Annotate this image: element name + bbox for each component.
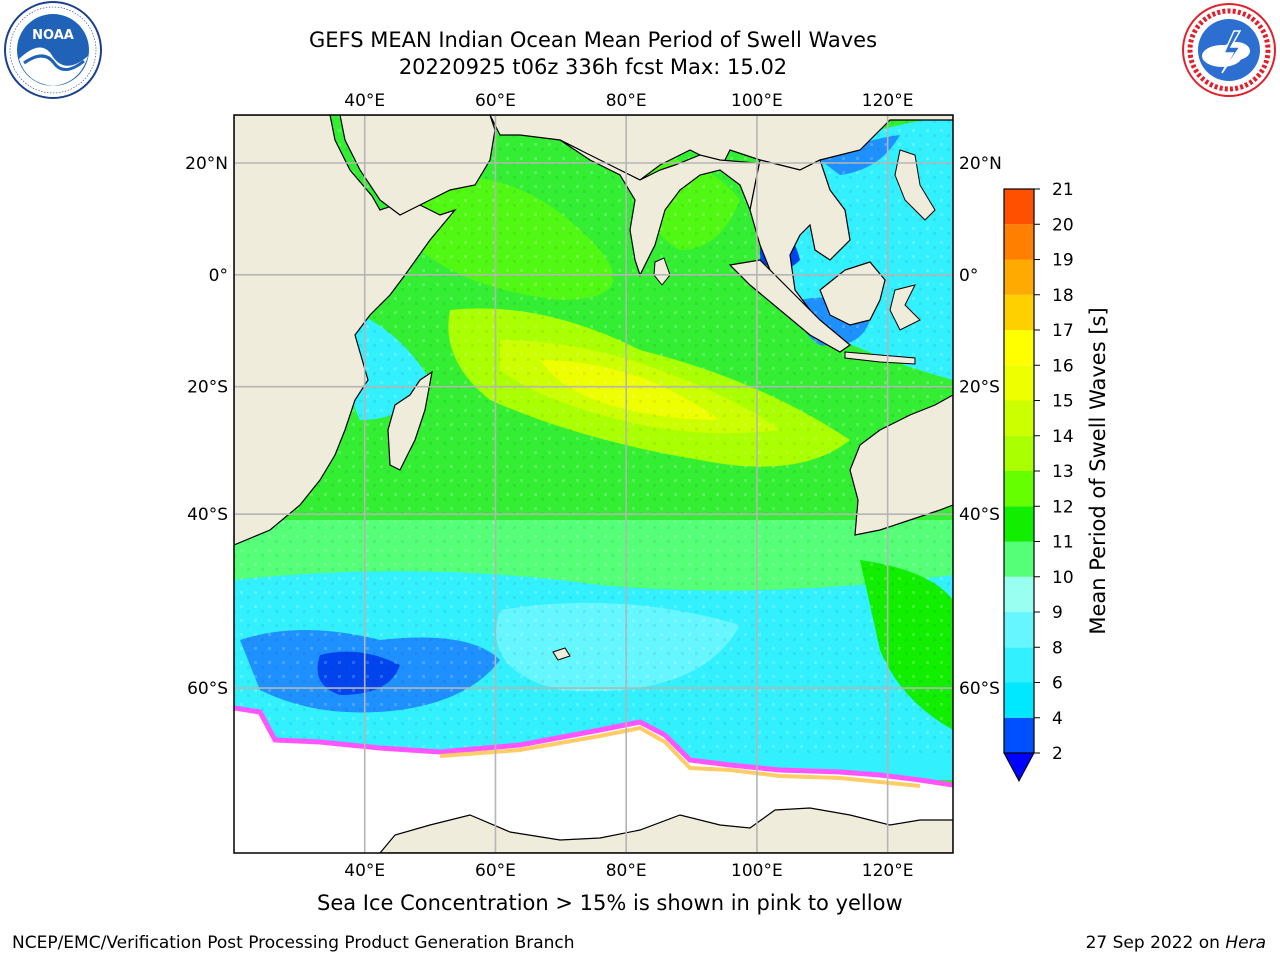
longitude-label: 100°E	[731, 861, 783, 881]
latitude-label: 20°N	[959, 154, 1002, 174]
colorbar-swatch	[1004, 435, 1034, 471]
colorbar-tick-label: 6	[1052, 674, 1063, 694]
colorbar-swatch	[1004, 717, 1034, 753]
colorbar-under-arrow	[1003, 752, 1035, 783]
longitude-labels-bottom: 40°E 60°E 80°E 100°E 120°E	[344, 861, 913, 881]
sri-lanka-land	[653, 257, 671, 286]
longitude-label: 100°E	[731, 91, 783, 111]
colorbar-swatch	[1004, 506, 1034, 542]
colorbar-tick-label: 16	[1052, 356, 1074, 376]
colorbar-swatch	[1004, 647, 1034, 683]
colorbar-tick-label: 14	[1052, 427, 1074, 447]
india-land	[559, 139, 781, 277]
colorbar-swatch	[1004, 224, 1034, 260]
colorbar-swatch	[1004, 576, 1034, 612]
longitude-label: 120°E	[862, 91, 914, 111]
latitude-label: 60°S	[187, 679, 228, 699]
plot-title-line2: 20220925 t06z 336h fcst Max: 15.02	[398, 55, 788, 79]
latitude-label: 20°S	[187, 378, 228, 398]
longitude-label: 40°E	[344, 861, 385, 881]
colorbar-swatch	[1004, 471, 1034, 507]
latitude-label: 20°S	[959, 378, 1000, 398]
colorbar-tick-label: 13	[1052, 462, 1074, 482]
colorbar-swatch	[1004, 330, 1034, 366]
borneo-land	[819, 261, 886, 326]
colorbar-tick-label: 18	[1052, 286, 1074, 306]
longitude-label: 80°E	[606, 861, 647, 881]
longitude-label: 80°E	[606, 91, 647, 111]
latitude-label: 0°	[959, 266, 978, 286]
java-land	[844, 351, 916, 365]
colorbar-tick-label: 2	[1052, 744, 1063, 764]
noaa-logo-text: NOAA	[32, 28, 74, 43]
colorbar-tick-label: 20	[1052, 215, 1074, 235]
madagascar-land	[387, 370, 433, 471]
colorbar-swatch	[1004, 541, 1034, 577]
philippines-land	[894, 149, 936, 221]
latitude-labels-left: 20°N 0° 20°S 40°S 60°S	[185, 154, 228, 699]
australia-land	[849, 394, 953, 536]
colorbar-tick-label: 4	[1052, 709, 1063, 729]
colorbar-tick-label: 10	[1052, 568, 1074, 588]
colorbar-tick-label: 9	[1052, 603, 1063, 623]
colorbar-swatch	[1004, 189, 1034, 225]
colorbar-tick-label: 11	[1052, 533, 1074, 553]
longitude-label: 40°E	[344, 91, 385, 111]
colorbar-swatch	[1004, 400, 1034, 436]
antarctica-land	[379, 807, 953, 853]
sea-ice-edge-pink	[234, 705, 953, 788]
colorbar-swatch	[1004, 294, 1034, 330]
colorbar-ticks: 2 4 6 8 9 10 11 12 13 14 15 16 17 18 19 20 21	[1034, 180, 1074, 764]
colorbar: 2 4 6 8 9 10 11 12 13 14 15 16 17 18 19 20 21	[1003, 180, 1074, 783]
longitude-label: 60°E	[475, 861, 516, 881]
sea-ice-edge-yellow	[439, 725, 921, 788]
latitude-label: 20°N	[185, 154, 228, 174]
noaa-logo: NOAA	[4, 1, 102, 99]
latitude-label: 60°S	[959, 679, 1000, 699]
footer-date: 27 Sep 2022 on Hera	[1086, 933, 1266, 953]
sulawesi-land	[889, 284, 921, 331]
colorbar-label: Mean Period of Swell Waves [s]	[1086, 307, 1110, 635]
colorbar-tick-label: 21	[1052, 180, 1074, 200]
colorbar-swatches	[1003, 188, 1035, 783]
footer-credit: NCEP/EMC/Verification Post Processing Pr…	[12, 933, 575, 953]
colorbar-swatch	[1004, 365, 1034, 401]
longitude-labels-top: 40°E 60°E 80°E 100°E 120°E	[344, 91, 913, 111]
latitude-label: 40°S	[187, 505, 228, 525]
latitude-label: 40°S	[959, 505, 1000, 525]
colorbar-swatch	[1004, 612, 1034, 648]
plot-title-line1: GEFS MEAN Indian Ocean Mean Period of Sw…	[308, 28, 878, 52]
map-frame	[233, 114, 954, 854]
colorbar-swatch	[1004, 682, 1034, 718]
footer-machine: Hera	[1225, 933, 1266, 953]
latitude-labels-right: 20°N 0° 20°S 40°S 60°S	[959, 154, 1002, 699]
latitude-label: 0°	[209, 266, 228, 286]
kerguelen-land	[552, 647, 571, 661]
colorbar-tick-label: 19	[1052, 251, 1074, 271]
colorbar-tick-label: 8	[1052, 638, 1063, 658]
longitude-label: 60°E	[475, 91, 516, 111]
colorbar-tick-label: 15	[1052, 392, 1074, 412]
longitude-label: 120°E	[862, 861, 914, 881]
footer-date-text: 27 Sep 2022 on	[1085, 933, 1226, 953]
colorbar-tick-label: 12	[1052, 497, 1074, 517]
nws-logo	[1181, 2, 1277, 98]
arabia-land	[339, 115, 496, 216]
sea-ice-caption: Sea Ice Concentration > 15% is shown in …	[317, 891, 903, 915]
graticule	[234, 115, 953, 853]
colorbar-tick-label: 17	[1052, 321, 1074, 341]
colorbar-swatch	[1004, 259, 1034, 295]
